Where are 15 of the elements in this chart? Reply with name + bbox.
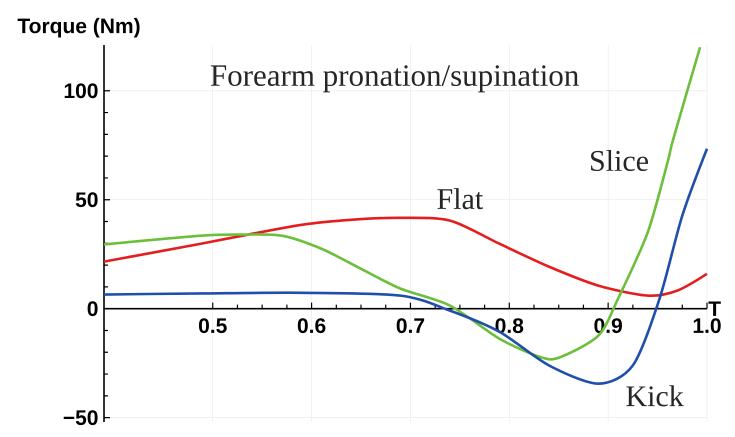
x-tick-label: 1.0 — [694, 318, 721, 334]
y-tick-label: 100 — [64, 83, 98, 98]
text: Forearm pronation/supination — [210, 65, 579, 92]
y-axis-title: Torque (Nm) — [18, 18, 140, 38]
line-series — [102, 216, 708, 297]
series-label: Slice — [591, 150, 648, 172]
y-tick-label: −50 — [64, 410, 98, 426]
x-tick-label: 0.5 — [198, 318, 227, 334]
y-tick-label: 50 — [76, 192, 98, 208]
x-tick-label: 0.7 — [396, 318, 424, 334]
y-tick-label: 0 — [88, 301, 98, 316]
x-axis-title: T — [708, 301, 721, 316]
series-label: Flat — [437, 188, 484, 210]
series-label: Kick — [626, 385, 684, 406]
x-tick-label: 0.6 — [298, 318, 326, 334]
